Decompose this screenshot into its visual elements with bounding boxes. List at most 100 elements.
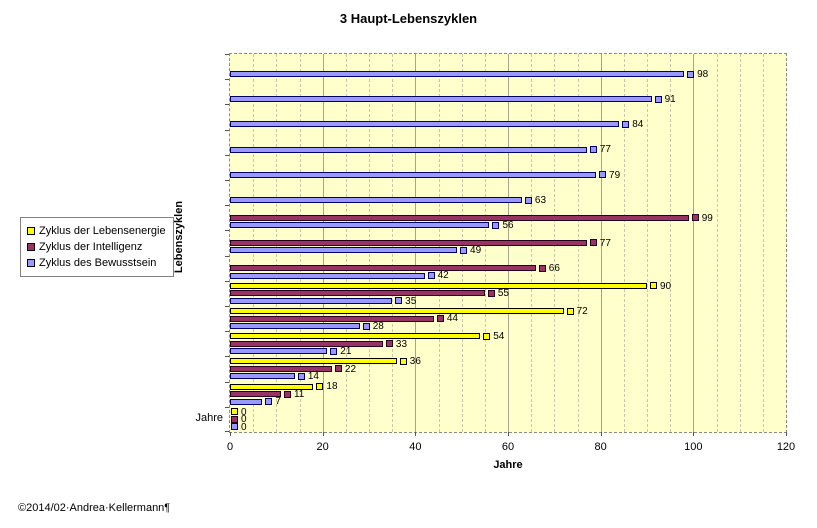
legend-item: Zyklus der Intelligenz [27, 239, 166, 255]
bar [230, 71, 685, 78]
x-axis-tick [600, 432, 602, 436]
y-axis-title: Lebenszyklen [173, 200, 185, 274]
bar-value-label: 42 [437, 270, 449, 282]
plot-area: 0 20 40 60 80 100 120 98 91 84 77 79 63 99 56 77 49 66 42 9… [195, 53, 795, 453]
x-tick-label: 40 [409, 441, 422, 453]
legend: Zyklus der Lebensenergie Zyklus der Intel… [20, 217, 174, 277]
bar-end-marker [231, 423, 238, 431]
bar [230, 239, 587, 246]
y-axis-tick [225, 230, 229, 232]
y-axis-tick [225, 54, 229, 55]
bar-end-marker [231, 415, 238, 423]
y-axis-tick [225, 280, 229, 282]
bar [230, 214, 689, 221]
bar-end-marker [538, 264, 546, 272]
x-tick-label: 80 [594, 441, 607, 453]
bar-value-label: 0 [241, 406, 247, 418]
gridline [716, 54, 718, 432]
bar-value-label: 0 [241, 414, 247, 426]
bar-value-label: 0 [241, 421, 247, 433]
bar-end-marker [231, 408, 238, 416]
bar-value-label: 49 [470, 245, 482, 257]
y-axis-tick [225, 154, 229, 156]
bar-end-marker [436, 315, 444, 323]
bar-value-label: 99 [701, 212, 713, 224]
y-axis-tick [225, 180, 229, 181]
bar [230, 348, 328, 355]
x-axis-tick [508, 432, 509, 436]
bar-value-label: 72 [576, 305, 588, 317]
y-axis-tick [225, 381, 229, 383]
bar-value-label: 98 [697, 68, 709, 80]
x-axis-title: Jahre [493, 459, 523, 471]
footer-text: ©2014/02·Andrea·Kellermann¶ [18, 502, 171, 514]
bar-value-label: 79 [609, 169, 621, 181]
bar-end-marker [460, 246, 468, 254]
bar [230, 323, 360, 330]
x-axis-tick [693, 432, 695, 436]
bar-value-label: 84 [632, 119, 644, 131]
gridline [739, 54, 741, 432]
bar [230, 290, 485, 297]
bar-end-marker [297, 372, 305, 380]
bar-value-label: 77 [599, 144, 611, 156]
bar-value-label: 77 [599, 237, 611, 249]
bar-value-label: 90 [660, 280, 672, 292]
bar [230, 272, 425, 279]
bar [230, 391, 281, 398]
gridline [600, 54, 602, 432]
bar [230, 315, 434, 322]
legend-label: Zyklus der Intelligenz [39, 241, 143, 253]
y-axis-tick [225, 406, 229, 408]
bar [230, 171, 597, 178]
bar [230, 146, 587, 153]
y-axis-tick [225, 79, 229, 81]
bar-value-label: 33 [395, 338, 408, 350]
bar [230, 282, 647, 289]
gridline [623, 54, 625, 432]
bar-end-marker [492, 221, 500, 229]
bar-end-marker [316, 383, 324, 391]
gridline [762, 54, 764, 432]
bar [230, 398, 263, 405]
bar [230, 265, 536, 272]
x-axis-tick [415, 432, 417, 436]
x-axis-tick [786, 432, 787, 436]
bar [230, 96, 652, 103]
bar-end-marker [524, 196, 532, 204]
bar-value-label: 21 [340, 346, 352, 358]
bar-value-label: 91 [664, 94, 676, 106]
legend-swatch [27, 259, 35, 267]
y-axis-tick [225, 331, 229, 333]
bar-end-marker [691, 214, 699, 222]
gridline [647, 54, 648, 432]
bar-end-marker [399, 357, 407, 365]
category-label: Jahre [195, 412, 223, 425]
bar-value-label: 56 [502, 220, 514, 232]
y-axis-tick [225, 431, 229, 432]
x-axis-tick [322, 432, 324, 436]
bar-end-marker [283, 390, 291, 398]
bar [230, 373, 295, 380]
bar-value-label: 18 [326, 381, 338, 393]
bar-end-marker [265, 398, 273, 406]
bar-value-label: 44 [446, 313, 458, 325]
bar [230, 383, 314, 390]
legend-item: Zyklus der Lebensenergie [27, 223, 166, 239]
bar [230, 247, 458, 254]
x-tick-label: 60 [501, 441, 515, 453]
bar-end-marker [566, 307, 574, 315]
bar [230, 358, 397, 365]
bar [230, 121, 620, 128]
legend-swatch [27, 243, 35, 251]
bar [230, 222, 490, 229]
bar [230, 340, 383, 347]
bar-end-marker [589, 239, 597, 247]
bar [230, 297, 393, 304]
bar-end-marker [687, 70, 695, 78]
bar-value-label: 22 [344, 363, 357, 375]
bar-end-marker [487, 289, 495, 297]
y-axis-tick [225, 205, 229, 207]
bar-end-marker [334, 365, 342, 373]
bar-end-marker [362, 322, 370, 330]
